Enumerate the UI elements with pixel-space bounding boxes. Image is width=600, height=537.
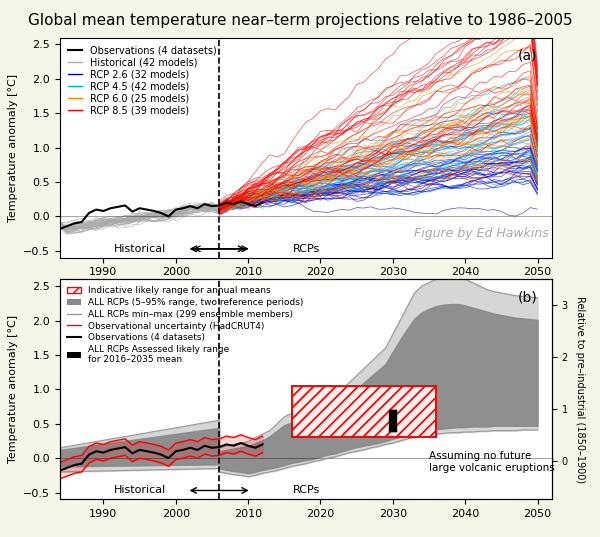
Text: Figure by Ed Hawkins: Figure by Ed Hawkins [414,227,549,240]
Y-axis label: Relative to pre–industrial (1850–1900): Relative to pre–industrial (1850–1900) [575,296,584,483]
Bar [292,386,436,438]
Text: (a): (a) [518,49,537,63]
Y-axis label: Temperature anomaly [°C]: Temperature anomaly [°C] [8,315,18,463]
Text: Global mean temperature near–term projections relative to 1986–2005: Global mean temperature near–term projec… [28,13,572,28]
Legend: Indicative likely range for annual means, ALL RCPs (5–95% range, two reference p: Indicative likely range for annual means… [65,284,306,367]
Text: Historical: Historical [113,244,166,254]
Text: Assuming no future
large volcanic eruptions: Assuming no future large volcanic erupti… [429,452,555,473]
Text: RCPs: RCPs [292,485,320,496]
Legend: Observations (4 datasets), Historical (42 models), RCP 2.6 (32 models), RCP 4.5 : Observations (4 datasets), Historical (4… [65,42,220,118]
Text: (b): (b) [517,290,537,304]
Text: Historical: Historical [113,485,166,496]
Bar [292,386,436,438]
Text: RCPs: RCPs [292,244,320,254]
Y-axis label: Temperature anomaly [°C]: Temperature anomaly [°C] [8,74,18,222]
